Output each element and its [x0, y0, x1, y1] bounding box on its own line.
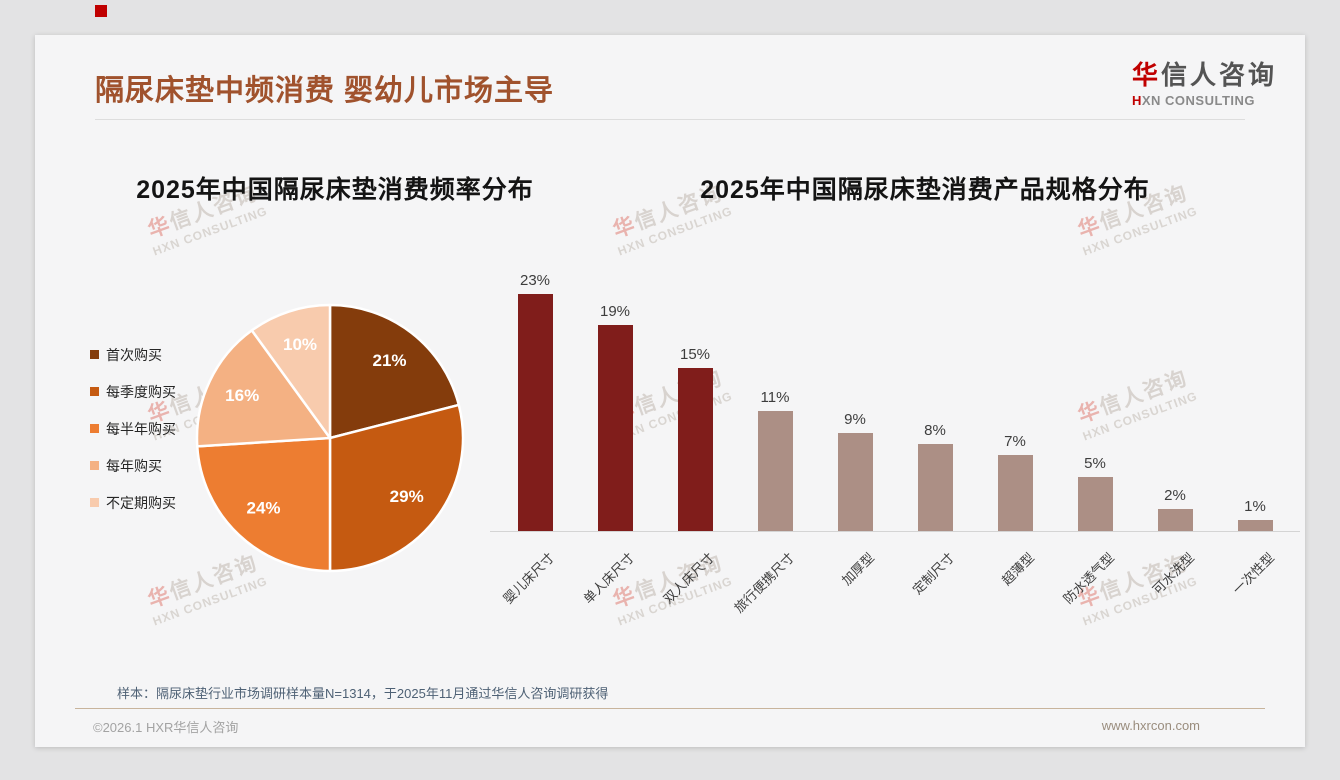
- bar-group: 19% 单人床尺寸: [575, 272, 655, 607]
- bar[interactable]: [597, 324, 633, 531]
- watermark-zh-accent: 华: [610, 582, 640, 613]
- pie-slice-label: 29%: [390, 487, 424, 506]
- bar[interactable]: [757, 411, 793, 531]
- legend-label: 不定期购买: [106, 494, 176, 511]
- bar-value-label: 9%: [844, 411, 866, 429]
- x-tick-label: 防水透气型: [1060, 549, 1118, 607]
- pie-slice-label: 24%: [246, 498, 280, 517]
- bar-group: 15% 双人床尺寸: [655, 272, 735, 606]
- bar-group: 5% 防水透气型: [1055, 272, 1135, 607]
- pie-slice[interactable]: [250, 303, 332, 440]
- bar-value-label: 11%: [760, 389, 790, 407]
- bar[interactable]: [917, 444, 953, 531]
- bar-chart: 23% 婴儿床尺寸 19% 单人床尺寸 15% 双人床尺寸 11% 旅行便携尺寸 9% 加厚型 8%…: [490, 272, 1300, 616]
- legend-swatch: [90, 498, 99, 507]
- legend-swatch: [90, 461, 99, 470]
- watermark-en: HXN CONSULTING: [1080, 203, 1200, 259]
- x-tick-label: 加厚型: [838, 549, 878, 589]
- pie-chart: 21% 29% 24% 16% 10%: [195, 303, 465, 573]
- company-logo: 华信人咨询 HXN CONSULTING: [1132, 55, 1277, 108]
- legend-swatch: [90, 387, 99, 396]
- bar-group: 23% 婴儿床尺寸: [495, 272, 575, 606]
- bar-value-label: 1%: [1244, 498, 1266, 516]
- sample-note: 样本：隔尿床垫行业市场调研样本量N=1314，于2025年11月通过华信人咨询调…: [117, 686, 609, 701]
- bar[interactable]: [1077, 476, 1113, 531]
- legend-item[interactable]: 每季度购买: [90, 373, 176, 410]
- bar-group: 7% 超薄型: [975, 272, 1055, 588]
- pie-legend: 首次购买每季度购买每半年购买每年购买不定期购买: [90, 336, 176, 521]
- watermark-zh-accent: 华: [145, 582, 175, 613]
- pie-slice[interactable]: [195, 329, 332, 448]
- x-tick-label: 可水洗型: [1149, 549, 1198, 598]
- legend-swatch: [90, 424, 99, 433]
- pie-slice[interactable]: [328, 303, 461, 440]
- logo-zh-rest: 信人咨询: [1160, 60, 1277, 90]
- bar-value-label: 2%: [1164, 487, 1186, 505]
- bar-value-label: 8%: [924, 422, 946, 439]
- x-tick-label: 一次性型: [1229, 549, 1278, 598]
- copyright-text: ©2026.1 HXR华信人咨询: [93, 720, 239, 735]
- bar-group: 11% 旅行便携尺寸: [731, 272, 815, 615]
- bar[interactable]: [517, 294, 553, 531]
- bar-value-label: 5%: [1084, 454, 1106, 472]
- watermark-en: HXN CONSULTING: [150, 203, 270, 259]
- legend-label: 每季度购买: [106, 383, 176, 400]
- legend-item[interactable]: 不定期购买: [90, 484, 176, 521]
- bar-group: 1% 一次性型: [1215, 272, 1295, 597]
- watermark-en: HXN CONSULTING: [615, 203, 735, 259]
- logo-zh-accent: 华: [1131, 60, 1161, 90]
- bar[interactable]: [677, 368, 713, 531]
- slide-card: 华信人咨询 HXN CONSULTING 华信人咨询 HXN CONSULTING 华信…: [35, 35, 1305, 747]
- pie-chart-title: 2025年中国隔尿床垫消费频率分布: [136, 176, 534, 204]
- pie-slice-label: 16%: [225, 386, 259, 405]
- watermark-zh-accent: 华: [610, 212, 640, 243]
- page-title: 隔尿床垫中频消费 婴幼儿市场主导: [95, 75, 555, 107]
- legend-item[interactable]: 每半年购买: [90, 410, 176, 447]
- legend-swatch: [90, 350, 99, 359]
- x-tick-label: 超薄型: [998, 549, 1038, 589]
- legend-label: 首次购买: [106, 346, 162, 363]
- bar-value-label: 19%: [599, 302, 631, 320]
- bar-value-label: 23%: [519, 272, 551, 289]
- corner-accent-mark: [95, 5, 107, 17]
- x-tick-label: 婴儿床尺寸: [500, 549, 558, 607]
- x-tick-label: 旅行便携尺寸: [731, 549, 798, 616]
- bar-group: 9% 加厚型: [815, 272, 895, 588]
- x-tick-label: 双人床尺寸: [660, 549, 718, 607]
- bar[interactable]: [1237, 520, 1273, 531]
- legend-item[interactable]: 每年购买: [90, 447, 176, 484]
- website-text: www.hxrcon.com: [1101, 718, 1200, 733]
- logo-en-text: HXN CONSULTING: [1132, 93, 1277, 108]
- header-divider: [95, 119, 1245, 120]
- pie-slice[interactable]: [328, 403, 465, 573]
- legend-item[interactable]: 首次购买: [90, 336, 176, 373]
- watermark-zh-accent: 华: [145, 212, 175, 243]
- footer-divider: [75, 708, 1265, 709]
- logo-zh-text: 华信人咨询: [1132, 55, 1277, 92]
- pie-slice-label: 10%: [283, 335, 317, 354]
- bar-value-label: 7%: [1004, 432, 1026, 450]
- bar-value-label: 15%: [679, 346, 711, 363]
- legend-label: 每半年购买: [106, 420, 176, 437]
- bar[interactable]: [837, 433, 873, 531]
- pie-slice-label: 21%: [372, 351, 406, 370]
- pie-slice[interactable]: [196, 436, 332, 573]
- bar-chart-title: 2025年中国隔尿床垫消费产品规格分布: [700, 176, 1150, 204]
- legend-label: 每年购买: [106, 457, 162, 474]
- x-tick-label: 定制尺寸: [909, 549, 958, 598]
- bar[interactable]: [1157, 509, 1193, 531]
- logo-en-accent: H: [1131, 93, 1142, 108]
- bar-group: 8% 定制尺寸: [895, 272, 975, 597]
- watermark-zh-accent: 华: [1075, 212, 1105, 243]
- logo-en-rest: XN CONSULTING: [1141, 93, 1256, 108]
- bar[interactable]: [997, 454, 1033, 531]
- bar-group: 2% 可水洗型: [1135, 272, 1215, 597]
- x-tick-label: 单人床尺寸: [580, 549, 638, 607]
